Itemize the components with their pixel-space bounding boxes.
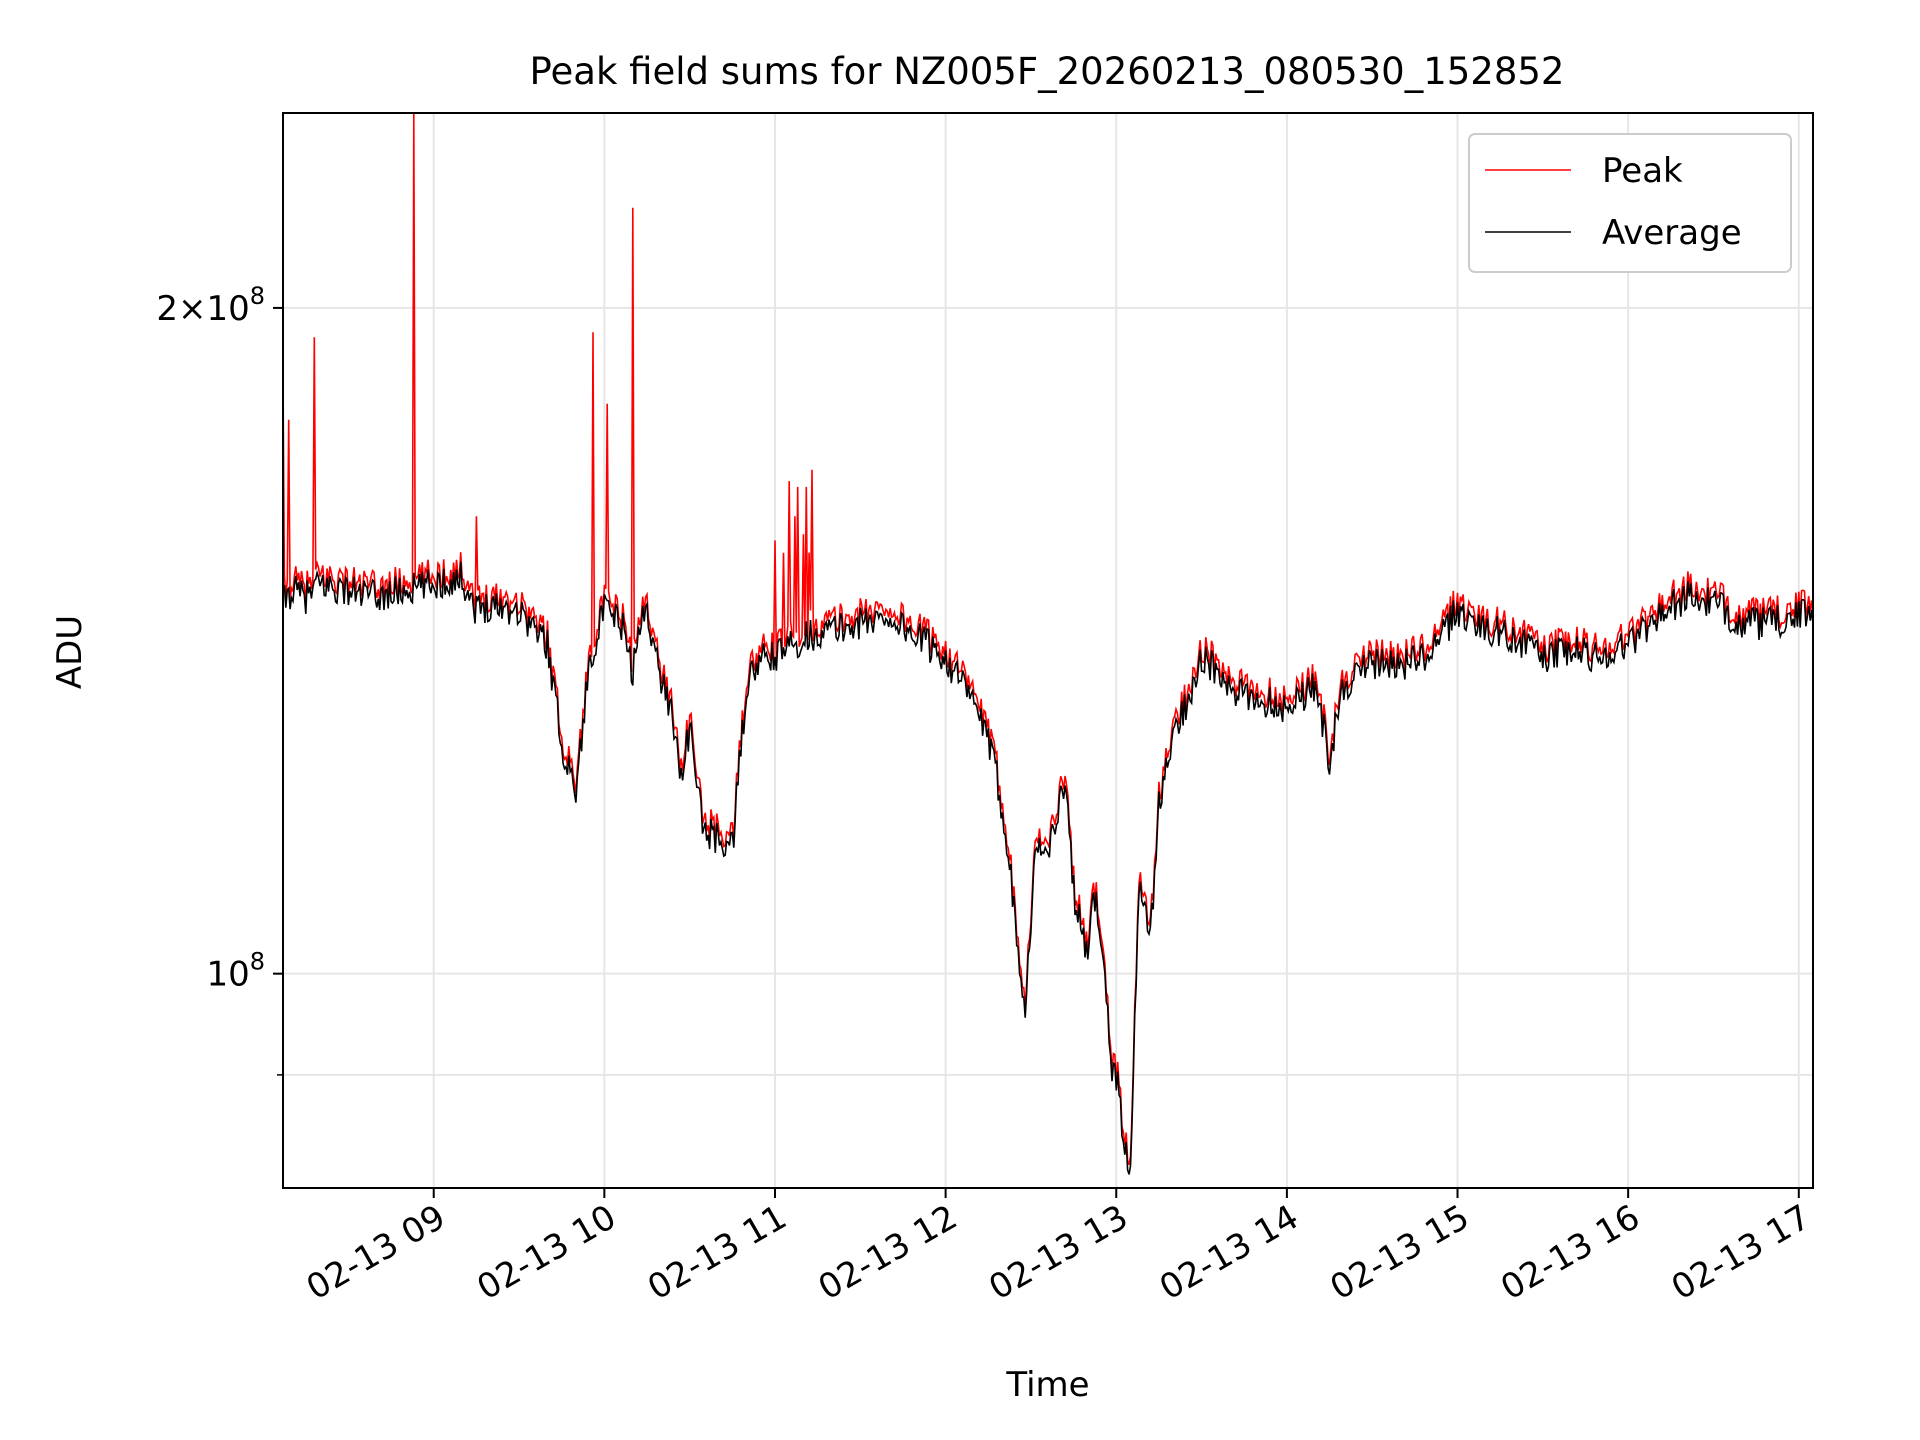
x-axis-label: Time xyxy=(1005,1365,1089,1405)
plot-frame xyxy=(282,112,1814,1189)
y-tick-label: 2×108 xyxy=(156,282,265,329)
y-axis: 108 2×108 xyxy=(156,282,283,1076)
legend-box xyxy=(1468,133,1792,273)
plot-area xyxy=(283,113,1813,1175)
chart-title: Peak field sums for NZ005F_20260213_0805… xyxy=(530,50,1565,93)
y-axis-label: ADU xyxy=(50,615,90,689)
legend-peak-label: Peak xyxy=(1602,151,1683,191)
legend-average-label: Average xyxy=(1602,213,1742,253)
series-layer xyxy=(283,113,1813,1175)
legend: Peak Average xyxy=(1468,133,1792,273)
series-line-average xyxy=(283,561,1813,1175)
grid xyxy=(283,113,1813,1188)
y-tick-label: 108 xyxy=(206,948,265,995)
